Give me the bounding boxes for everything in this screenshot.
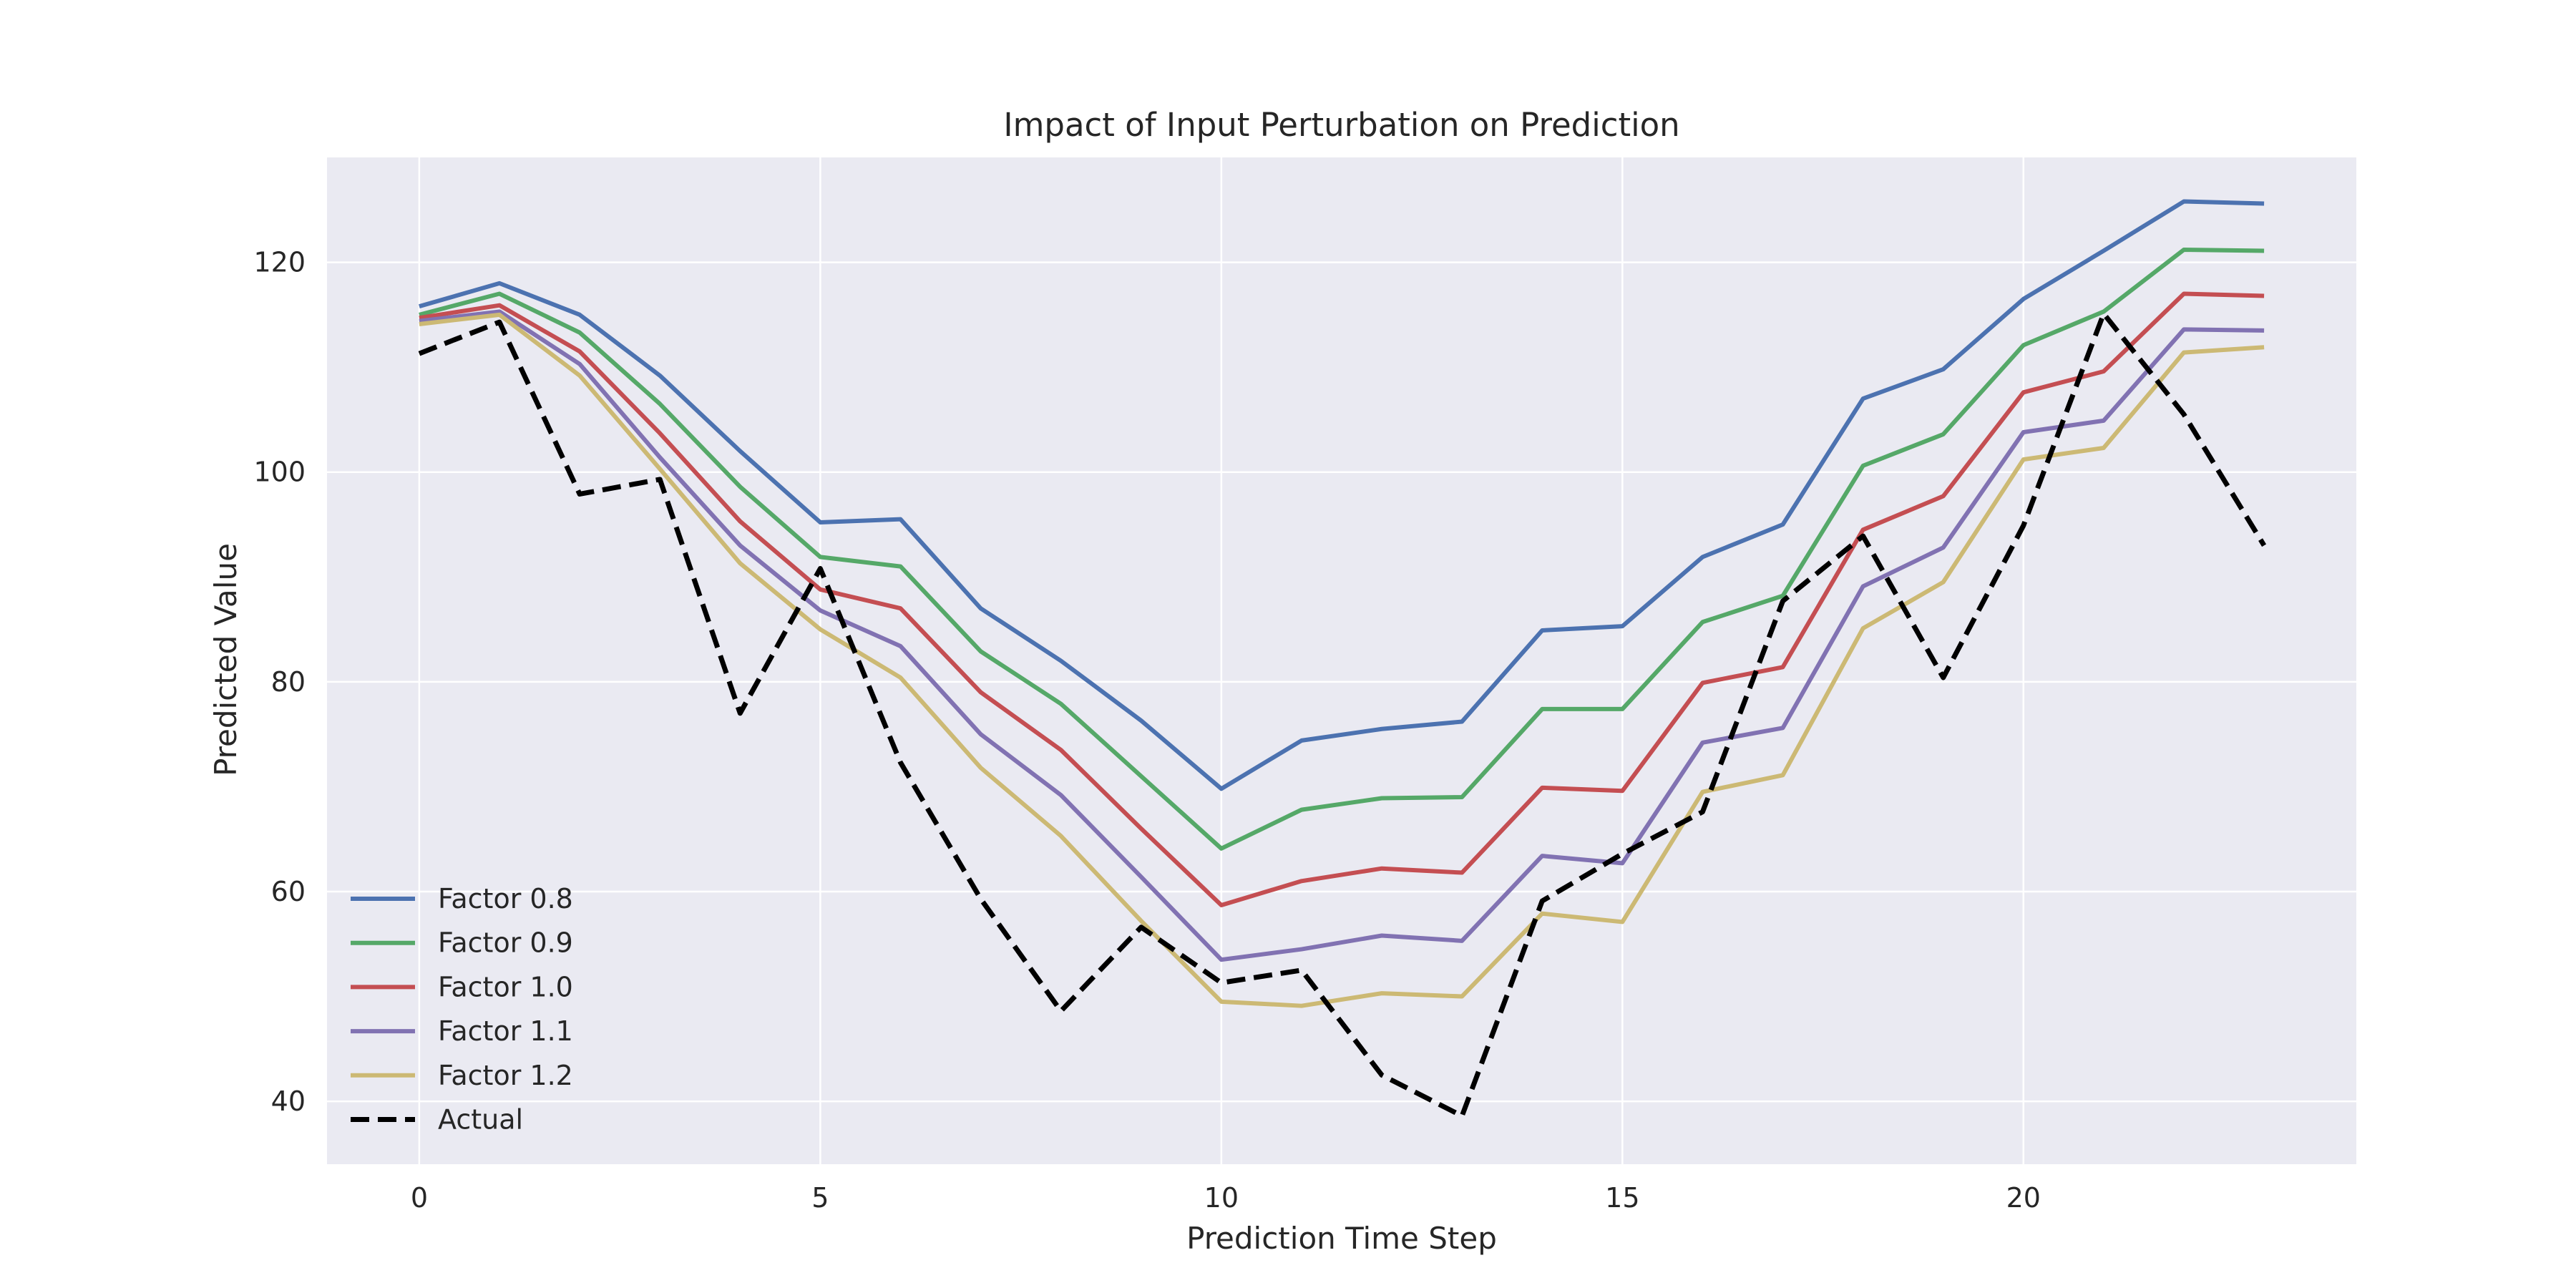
x-axis-label: Prediction Time Step: [1186, 1221, 1497, 1256]
y-tick-label: 60: [271, 876, 306, 907]
chart-title: Impact of Input Perturbation on Predicti…: [1003, 106, 1679, 144]
x-tick-label: 15: [1605, 1182, 1639, 1214]
series-line-factor-0-9: [419, 247, 2265, 851]
x-tick-label: 0: [411, 1182, 428, 1214]
legend-label: Factor 1.0: [438, 971, 573, 1002]
x-axis-ticks: 0 5 10 15 20: [411, 1182, 2041, 1214]
x-tick-label: 10: [1204, 1182, 1239, 1214]
y-axis-label: Predicted Value: [208, 543, 243, 776]
y-tick-label: 80: [271, 666, 306, 698]
plot-area: [327, 157, 2356, 1164]
legend: Factor 0.8 Factor 0.9 Factor 1.0 Factor 1.1…: [351, 883, 573, 1136]
y-tick-label: 100: [253, 457, 306, 488]
y-axis-ticks: 40 60 80 100 120: [253, 247, 306, 1118]
y-tick-label: 120: [253, 247, 306, 278]
series-line-actual: [418, 311, 2267, 1119]
legend-label: Actual: [438, 1104, 523, 1136]
legend-label: Factor 1.2: [438, 1060, 573, 1091]
legend-label: Factor 1.1: [438, 1015, 573, 1047]
x-tick-label: 20: [2006, 1182, 2041, 1214]
y-tick-label: 40: [271, 1085, 306, 1117]
series-line-factor-1-0: [419, 291, 2265, 907]
x-tick-label: 5: [811, 1182, 829, 1214]
legend-label: Factor 0.9: [438, 927, 573, 959]
legend-label: Factor 0.8: [438, 883, 573, 914]
series-line-factor-1-1: [419, 309, 2265, 962]
series-layer: [418, 199, 2267, 1119]
series-line-factor-0-8: [419, 199, 2265, 791]
series-line-factor-1-2: [419, 312, 2265, 1008]
